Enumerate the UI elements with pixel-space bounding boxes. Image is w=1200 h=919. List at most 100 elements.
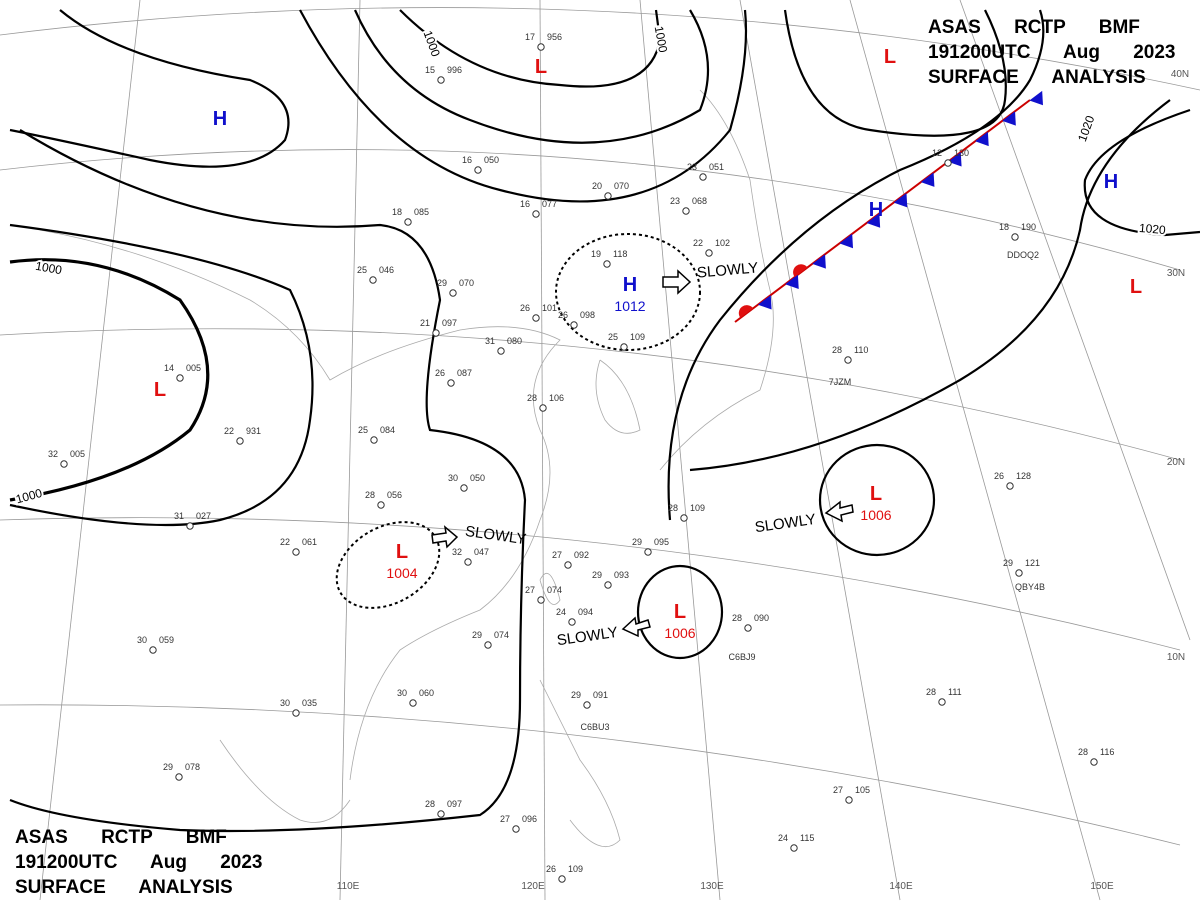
station-dot — [532, 314, 540, 322]
station-dot — [682, 207, 690, 215]
arrow — [431, 525, 459, 549]
lat-line — [0, 328, 1181, 461]
isobar-label: 1000 — [34, 259, 63, 277]
station-temperature: 24 — [778, 833, 788, 843]
motion-arrows — [431, 269, 854, 638]
station-temperature: 27 — [552, 550, 562, 560]
isobar — [9, 129, 527, 833]
coastline — [539, 573, 561, 605]
station-pressure: 080 — [507, 336, 522, 346]
station-pressure: 047 — [474, 547, 489, 557]
center-symbol: H — [623, 274, 637, 296]
station-dot — [447, 379, 455, 387]
cold-triangle — [920, 172, 935, 187]
station-temperature: 32 — [452, 547, 462, 557]
station-temperature: 28 — [732, 613, 742, 623]
station-temperature: 31 — [485, 336, 495, 346]
station-dot — [539, 404, 547, 412]
station-pressure: 097 — [442, 318, 457, 328]
arrow — [621, 616, 651, 638]
station-temperature: 30 — [280, 698, 290, 708]
station-pressure: 050 — [470, 473, 485, 483]
station-temperature: 30 — [397, 688, 407, 698]
lon-line — [539, 0, 546, 901]
station-pressure: 068 — [692, 196, 707, 206]
center-symbol: L — [535, 56, 547, 78]
station-pressure: 094 — [578, 607, 593, 617]
arrow — [662, 269, 692, 295]
cold-triangle — [812, 254, 826, 269]
stationary-front — [734, 90, 1043, 323]
cold-triangle — [975, 131, 989, 147]
ship-callsign: C6BJ9 — [728, 652, 755, 662]
header-line: SURFACE ANALYSIS — [15, 877, 233, 898]
center-pressure: 1012 — [614, 298, 645, 314]
isobar — [783, 9, 1007, 137]
station-dot — [564, 561, 572, 569]
station-pressure: 110 — [854, 345, 868, 355]
station-dot — [1006, 482, 1014, 490]
arrow — [824, 500, 854, 523]
station-pressure: 087 — [457, 368, 472, 378]
station-dot — [604, 192, 612, 200]
station-temperature: 25 — [358, 425, 368, 435]
isobar — [9, 9, 290, 168]
center-symbol: L — [154, 379, 166, 401]
isobar — [9, 223, 314, 527]
station-temperature: 27 — [500, 814, 510, 824]
warm-semicircle — [793, 264, 808, 278]
station-dot — [497, 347, 505, 355]
station-temperature: 14 — [164, 363, 174, 373]
station-dot — [844, 356, 852, 364]
station-pressure: 027 — [196, 511, 211, 521]
station-pressure: 070 — [614, 181, 629, 191]
station-pressure: 077 — [542, 199, 557, 209]
station-dot — [644, 548, 652, 556]
station-temperature: 26 — [546, 864, 556, 874]
station-temperature: 29 — [472, 630, 482, 640]
station-dot — [377, 501, 385, 509]
lon-line — [959, 0, 1191, 641]
station-pressure: 956 — [547, 32, 562, 42]
center-pressure: 1004 — [386, 565, 417, 581]
station-dot — [570, 321, 578, 329]
header-line: 191200UTC Aug 2023 — [15, 852, 263, 873]
center-pressure: 1006 — [860, 507, 891, 523]
station-temperature: 22 — [224, 426, 234, 436]
header-line: SURFACE ANALYSIS — [928, 67, 1146, 88]
station-dot — [583, 701, 591, 709]
station-pressure: 121 — [1025, 558, 1040, 568]
station-pressure: 060 — [419, 688, 434, 698]
station-temperature: 29 — [1003, 558, 1013, 568]
coastline — [595, 359, 641, 434]
station-dot — [845, 796, 853, 804]
latitude-label: 10N — [1167, 652, 1185, 663]
station-dot — [474, 166, 482, 174]
cold-triangle — [893, 192, 908, 208]
station-dot — [292, 709, 300, 717]
longitude-label: 150E — [1090, 881, 1114, 892]
cold-triangle — [1002, 111, 1016, 126]
station-dot — [292, 548, 300, 556]
station-dot — [1090, 758, 1098, 766]
station-dot — [404, 218, 412, 226]
station-dot — [175, 773, 183, 781]
lon-line — [39, 0, 141, 901]
station-temperature: 26 — [435, 368, 445, 378]
station-temperature: 19 — [591, 249, 601, 259]
station-pressure: 092 — [574, 550, 589, 560]
station-temperature: 22 — [280, 537, 290, 547]
ship-callsign: C6BU3 — [580, 722, 609, 732]
isobar-label: 1000 — [652, 25, 670, 54]
station-pressure: 046 — [379, 265, 394, 275]
station-temperature: 18 — [392, 207, 402, 217]
station-temperature: 29 — [437, 278, 447, 288]
station-dot — [938, 698, 946, 706]
station-pressure: 084 — [380, 425, 395, 435]
front-line — [734, 99, 1031, 323]
center-symbol: L — [396, 541, 408, 563]
isobar — [636, 564, 724, 660]
station-dot — [537, 43, 545, 51]
station-temperature: 31 — [174, 511, 184, 521]
